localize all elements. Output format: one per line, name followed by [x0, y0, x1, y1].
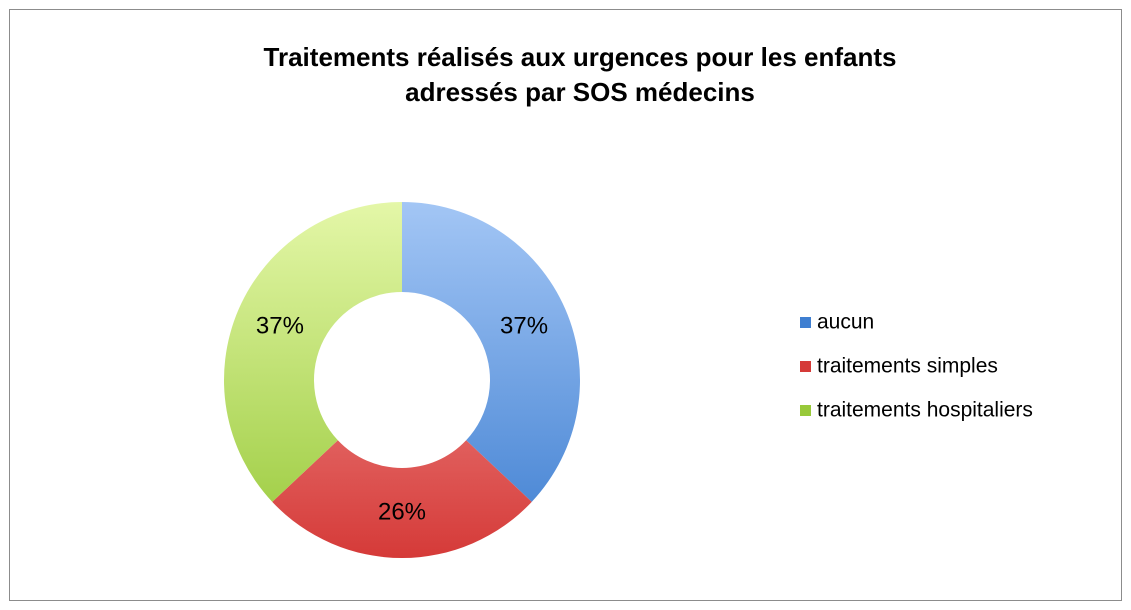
- chart-title: Traitements réalisés aux urgences pour l…: [263, 42, 897, 107]
- legend-label: aucun: [817, 311, 874, 334]
- legend-label: traitements hospitaliers: [817, 399, 1033, 422]
- legend-swatch: [800, 405, 811, 416]
- data-label: 26%: [378, 498, 426, 525]
- legend-label: traitements simples: [817, 355, 998, 378]
- donut-slice: [272, 440, 532, 558]
- legend-swatch: [800, 361, 811, 372]
- donut-slice: [402, 202, 580, 502]
- data-label: 37%: [500, 313, 548, 340]
- legend-swatch: [800, 317, 811, 328]
- data-label: 37%: [256, 313, 304, 340]
- chart-frame: [9, 9, 1122, 601]
- donut-slice: [223, 202, 402, 502]
